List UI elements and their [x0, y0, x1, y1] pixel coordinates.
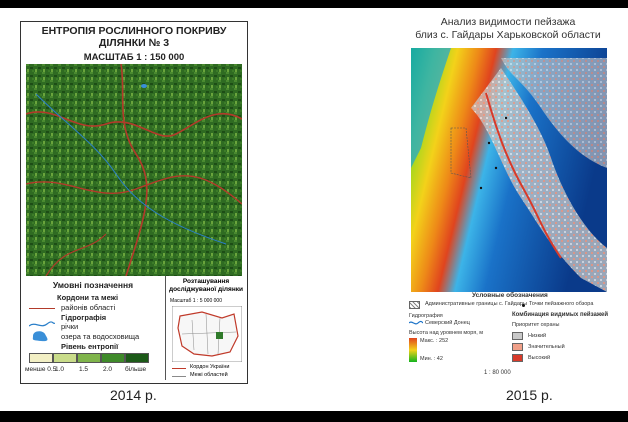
ukraine-inset-map — [172, 306, 242, 362]
visibility-zone — [501, 58, 607, 168]
location-inset: Розташування досліджуваної ділянки Масшт… — [165, 276, 246, 380]
entropy-color-scale — [29, 353, 149, 363]
study-area-marker — [216, 332, 223, 339]
priority-label: Приоритет охраны — [512, 322, 560, 328]
entropy-swatch — [101, 353, 125, 363]
legend-boundaries-header: Кордони та межі — [57, 293, 119, 302]
river-icon — [29, 321, 55, 327]
elevation-ramp — [409, 338, 417, 362]
low-label: Низкий — [528, 333, 547, 339]
height-label: Высота над уровнем моря, м — [409, 330, 484, 336]
entropy-tick-label: 2.0 — [103, 366, 113, 373]
river-line — [35, 93, 227, 245]
district-border-line — [26, 111, 242, 137]
points-label: Точки пейзажного обзора — [529, 301, 594, 307]
legend-entropy-header: Рівень ентропії — [61, 342, 119, 351]
figure-panel: ЕНТРОПІЯ РОСЛИННОГО ПОКРИВУ ДІЛЯНКИ № 3 … — [0, 8, 628, 411]
low-priority-swatch — [512, 332, 523, 340]
district-border-line — [120, 64, 148, 276]
admin-label: Административные границы с. Гайдары — [425, 301, 527, 307]
map-title-line2: ДІЛЯНКИ № 3 — [98, 37, 170, 49]
entropy-tick-label: менше 0.5 — [25, 366, 57, 373]
inset-scale: Масштаб 1 : 5 000 000 — [170, 298, 222, 304]
border-line-icon — [172, 368, 186, 369]
right-map-title: Анализ видимости пейзажа близ с. Гайдары… — [403, 16, 613, 42]
significant-priority-swatch — [512, 343, 523, 351]
district-border-line — [26, 175, 242, 205]
legend-title: Умовні позначення — [52, 280, 134, 290]
significant-label: Значительный — [528, 344, 565, 350]
district-line-icon — [29, 308, 55, 309]
visibility-raster — [411, 48, 607, 292]
legend-box: Умовні позначення Кордони та межі районі… — [25, 280, 161, 378]
visibility-zone — [471, 68, 607, 292]
entropy-map-sheet: ЕНТРОПІЯ РОСЛИННОГО ПОКРИВУ ДІЛЯНКИ № 3 … — [20, 21, 248, 384]
high-priority-swatch — [512, 354, 523, 362]
admin-boundary-icon — [409, 301, 420, 309]
right-scale: 1 : 80 000 — [484, 370, 511, 376]
lake-shape — [141, 84, 147, 88]
entropy-tick-label: більше — [125, 366, 147, 373]
view-point-icon — [522, 304, 525, 307]
right-title-line2: близ с. Гайдары Харьковской области — [415, 29, 601, 41]
river-icon — [409, 320, 423, 325]
map-title-line1: ЕНТРОПІЯ РОСЛИННОГО ПОКРИВУ — [41, 25, 227, 37]
legend-rivers-label: річки — [61, 322, 79, 331]
admin-boundary — [450, 127, 472, 179]
inset-oblast-label: Межі областей — [190, 372, 228, 378]
entropy-swatch — [77, 353, 101, 363]
right-caption: 2015 р. — [506, 387, 553, 403]
entropy-swatch — [53, 353, 77, 363]
entropy-swatch — [29, 353, 53, 363]
hydro-label: Гидрография — [409, 313, 443, 319]
oblast-line-icon — [172, 376, 186, 377]
right-title-line1: Анализ видимости пейзажа — [440, 16, 576, 28]
rivers-label: Северский Донец — [425, 320, 470, 326]
entropy-swatch — [125, 353, 149, 363]
high-label: Высокий — [528, 355, 551, 361]
entropy-tick-label: 1.5 — [79, 366, 89, 373]
high-priority-strip — [485, 92, 562, 259]
lake-icon — [32, 331, 48, 342]
combo-title: Комбинация видимых пейзажей — [512, 312, 609, 318]
entropy-raster — [26, 64, 242, 276]
inset-border-label: Кордон України — [190, 364, 230, 370]
legend-district-label: районів області — [61, 303, 116, 312]
entropy-tick-label: 1.0 — [55, 366, 65, 373]
district-border-line — [45, 233, 107, 276]
height-max: Макс. : 252 — [420, 338, 449, 344]
map-scale: МАСШТАБ 1 : 150 000 — [83, 52, 185, 63]
inset-title: Розташування досліджуваної ділянки — [169, 278, 243, 293]
right-legend-title: Условные обозначения — [472, 292, 548, 299]
entropy-tick-labels: менше 0.5 1.0 1.5 2.0 більше — [25, 366, 161, 376]
left-caption: 2014 р. — [110, 387, 157, 403]
legend-lakes-label: озера та водосховища — [61, 332, 140, 341]
legend-hydro-header: Гідрографія — [61, 313, 107, 322]
height-min: Мин. : 42 — [420, 356, 443, 362]
